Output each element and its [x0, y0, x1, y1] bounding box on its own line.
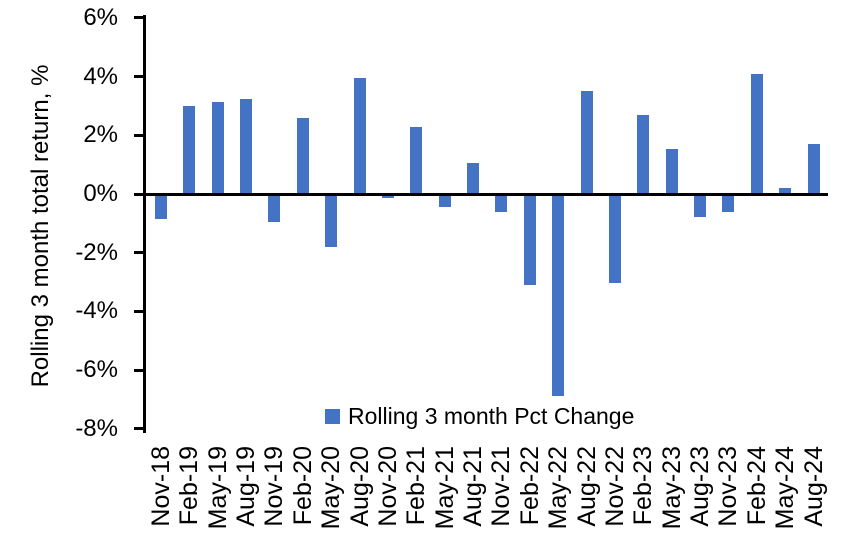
- x-tick-label: Aug-22: [573, 446, 601, 527]
- bar: [325, 194, 337, 247]
- x-tick-label: May-22: [544, 446, 572, 530]
- x-tick-label: Feb-22: [516, 446, 544, 526]
- bar: [183, 106, 195, 194]
- bar: [354, 78, 366, 194]
- y-tick-label: -2%: [75, 239, 118, 266]
- bar: [382, 194, 394, 198]
- x-tick-label: May-19: [204, 446, 232, 530]
- bar: [467, 163, 479, 194]
- bar: [609, 194, 621, 283]
- bar: [552, 194, 564, 396]
- y-tick-mark: [134, 16, 143, 19]
- y-tick-mark: [134, 369, 143, 372]
- x-tick-label: May-21: [431, 446, 459, 530]
- y-tick-mark: [134, 134, 143, 137]
- y-tick-label: 0%: [83, 180, 118, 207]
- bar: [722, 194, 734, 212]
- x-tick-label: Aug-20: [346, 446, 374, 527]
- x-tick-label: Feb-19: [175, 446, 203, 526]
- bar: [666, 149, 678, 194]
- x-tick-label: Nov-18: [147, 446, 175, 527]
- bar: [240, 99, 252, 194]
- x-tick-label: Aug-21: [459, 446, 487, 527]
- x-tick-label: Nov-21: [487, 446, 515, 527]
- y-tick-mark: [134, 427, 143, 430]
- bar: [637, 115, 649, 194]
- x-tick-label: May-20: [317, 446, 345, 530]
- x-tick-label: May-23: [658, 446, 686, 530]
- x-tick-label: May-24: [771, 446, 799, 530]
- x-tick-label: Nov-19: [260, 446, 288, 527]
- bar: [694, 194, 706, 217]
- x-tick-label: Aug-23: [686, 446, 714, 527]
- y-tick-mark: [134, 193, 143, 196]
- x-tick-label: Feb-20: [289, 446, 317, 526]
- x-axis-zero-line: [143, 193, 828, 196]
- x-tick-label: Aug-24: [800, 446, 828, 527]
- bar: [779, 188, 791, 194]
- y-tick-mark: [134, 310, 143, 313]
- x-tick-label: Nov-23: [714, 446, 742, 527]
- x-tick-label: Nov-20: [374, 446, 402, 527]
- bar: [751, 74, 763, 194]
- x-tick-label: Nov-22: [601, 446, 629, 527]
- y-tick-mark: [134, 75, 143, 78]
- bar: [439, 194, 451, 207]
- bar: [297, 118, 309, 194]
- bar: [524, 194, 536, 285]
- legend: Rolling 3 month Pct Change: [325, 403, 634, 429]
- bar: [495, 194, 507, 212]
- legend-label: Rolling 3 month Pct Change: [348, 403, 635, 429]
- bar: [581, 91, 593, 194]
- y-tick-label: 2%: [83, 121, 118, 148]
- legend-swatch: [325, 408, 340, 424]
- x-tick-label: Feb-23: [629, 446, 657, 526]
- y-axis-line: [143, 15, 146, 433]
- y-tick-label: -8%: [75, 415, 118, 442]
- y-tick-label: 4%: [83, 63, 118, 90]
- bar: [212, 102, 224, 194]
- y-tick-mark: [134, 251, 143, 254]
- y-tick-label: -6%: [75, 356, 118, 383]
- x-tick-label: Aug-19: [232, 446, 260, 527]
- bar: [268, 194, 280, 222]
- bar: [410, 127, 422, 194]
- y-tick-label: 6%: [83, 4, 118, 31]
- bar: [155, 194, 167, 219]
- y-tick-label: -4%: [75, 297, 118, 324]
- bar: [808, 144, 820, 194]
- x-tick-label: Feb-24: [743, 446, 771, 526]
- x-tick-label: Feb-21: [402, 446, 430, 526]
